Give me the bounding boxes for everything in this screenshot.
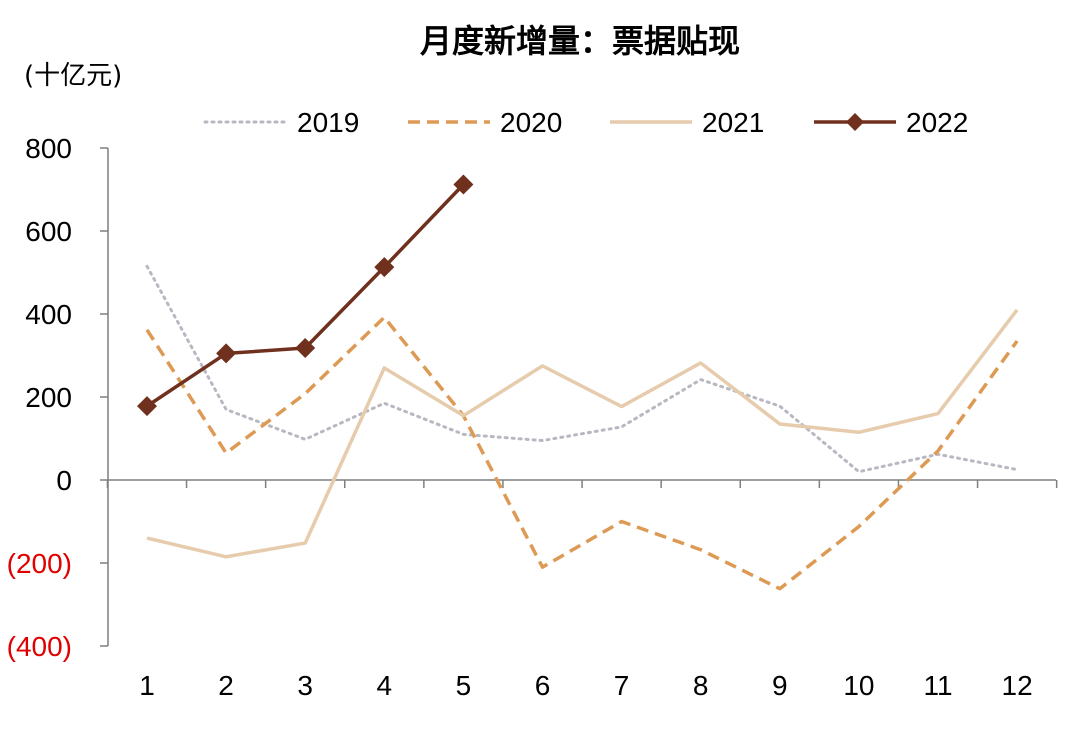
data-point-2022 <box>295 338 316 359</box>
y-tick-label: (200) <box>7 548 72 579</box>
legend-label-2021: 2021 <box>702 107 764 138</box>
x-tick-label: 5 <box>456 670 472 701</box>
x-tick-label: 1 <box>139 670 155 701</box>
legend: 2019 2020 2021 2022 <box>203 107 968 138</box>
data-point-2022 <box>453 174 474 195</box>
chart-title: 月度新增量：票据贴现 <box>420 22 740 60</box>
y-tick-label: 200 <box>25 382 72 413</box>
x-tick-label: 4 <box>377 670 393 701</box>
data-point-2022 <box>137 396 157 417</box>
x-tick-label: 6 <box>535 670 551 701</box>
data-point-2022 <box>374 257 395 278</box>
x-tick-label: 7 <box>614 670 630 701</box>
x-tick-label: 12 <box>1002 670 1033 701</box>
y-tick-label: 600 <box>25 216 72 247</box>
x-tick-label: 9 <box>772 670 788 701</box>
x-tick-label: 10 <box>843 670 874 701</box>
data-point-2022 <box>216 343 237 364</box>
legend-label-2020: 2020 <box>500 107 562 138</box>
y-tick-label: 400 <box>25 299 72 330</box>
plot-area <box>137 174 1019 591</box>
x-tick-label: 8 <box>693 670 709 701</box>
series-line-2020 <box>145 315 1019 591</box>
legend-marker-2022 <box>846 113 864 131</box>
series-line-2019 <box>145 264 1019 474</box>
series-line-2022 <box>146 183 465 408</box>
legend-label-2022: 2022 <box>906 107 968 138</box>
y-axis-unit-label: (十亿元) <box>24 61 122 91</box>
y-tick-label: 0 <box>56 465 72 496</box>
y-tick-label: (400) <box>7 631 72 662</box>
series-line-2021 <box>146 308 1019 559</box>
legend-label-2019: 2019 <box>297 107 359 138</box>
x-tick-label: 2 <box>218 670 234 701</box>
x-tick-label: 11 <box>923 670 952 701</box>
x-tick-label: 3 <box>297 670 313 701</box>
y-tick-label: 800 <box>25 133 72 164</box>
